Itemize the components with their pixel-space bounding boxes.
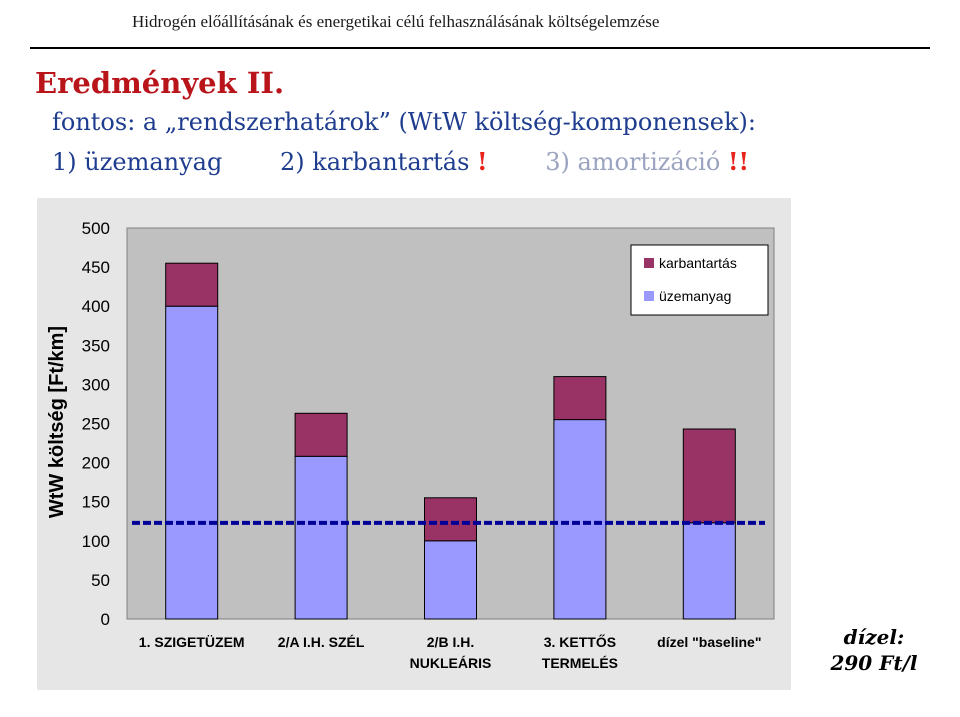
- emphasis-mark-double: !!: [727, 147, 750, 176]
- component-maintenance: 2) karbantartás: [279, 148, 470, 176]
- y-axis-label: WtW költség [Ft/km]: [46, 326, 68, 518]
- x-tick-label: 1. SZIGETÜZEM: [139, 634, 245, 650]
- x-tick-label: NUKLEÁRIS: [410, 655, 492, 671]
- bar-maintenance: [294, 412, 348, 457]
- bar-maintenance: [424, 497, 477, 542]
- y-tick-label: 0: [101, 610, 110, 629]
- y-tick-label: 500: [82, 219, 110, 238]
- y-tick-label: 100: [82, 532, 110, 551]
- component-fuel: 1) üzemanyag: [52, 148, 223, 176]
- legend-swatch-fuel: [644, 291, 654, 301]
- bar-maintenance: [165, 262, 219, 307]
- diesel-price-note: dízel: 290 Ft/l: [818, 624, 930, 676]
- header-rule: [30, 47, 930, 49]
- bar-fuel: [553, 419, 607, 620]
- y-tick-label: 400: [82, 297, 110, 316]
- legend: karbantartás üzemanyag: [630, 244, 769, 316]
- system-boundary-note: fontos: a „rendszerhatárok” (WtW költség…: [52, 108, 756, 136]
- bar-maintenance: [553, 376, 607, 421]
- x-tick-label: 2/A I.H. SZÉL: [278, 634, 365, 650]
- bar-fuel: [294, 455, 348, 620]
- y-tick-label: 200: [82, 454, 110, 473]
- emphasis-mark: !: [477, 147, 488, 176]
- presentation-header: Hidrogén előállításának és energetikai c…: [132, 12, 660, 31]
- bar-fuel: [424, 540, 477, 620]
- y-tick-label: 450: [82, 258, 110, 277]
- x-tick-label: 3. KETTŐS: [544, 633, 616, 650]
- x-tick-label: dízel "baseline": [657, 634, 761, 650]
- slide-title: Eredmények II.: [35, 66, 285, 100]
- legend-box: [630, 244, 769, 316]
- legend-label-fuel: üzemanyag: [659, 288, 731, 304]
- x-tick-label: TERMELÉS: [542, 655, 618, 671]
- diesel-label: dízel:: [843, 625, 905, 649]
- component-amortization: 3) amortizáció: [545, 148, 721, 176]
- y-tick-label: 250: [82, 415, 110, 434]
- bar-fuel: [165, 305, 219, 620]
- cost-components-line: 1) üzemanyag 2) karbantartás ! 3) amorti…: [52, 147, 749, 176]
- x-tick-label: 2/B I.H.: [427, 634, 474, 650]
- legend-label-maintenance: karbantartás: [659, 255, 737, 271]
- legend-swatch-maintenance: [644, 258, 654, 268]
- y-tick-label: 300: [82, 375, 110, 394]
- diesel-price: 290 Ft/l: [830, 651, 918, 675]
- y-tick-label: 150: [82, 493, 110, 512]
- y-tick-label: 350: [82, 336, 110, 355]
- bar-fuel: [682, 522, 736, 620]
- y-tick-label: 50: [91, 571, 110, 590]
- bar-maintenance: [682, 428, 736, 524]
